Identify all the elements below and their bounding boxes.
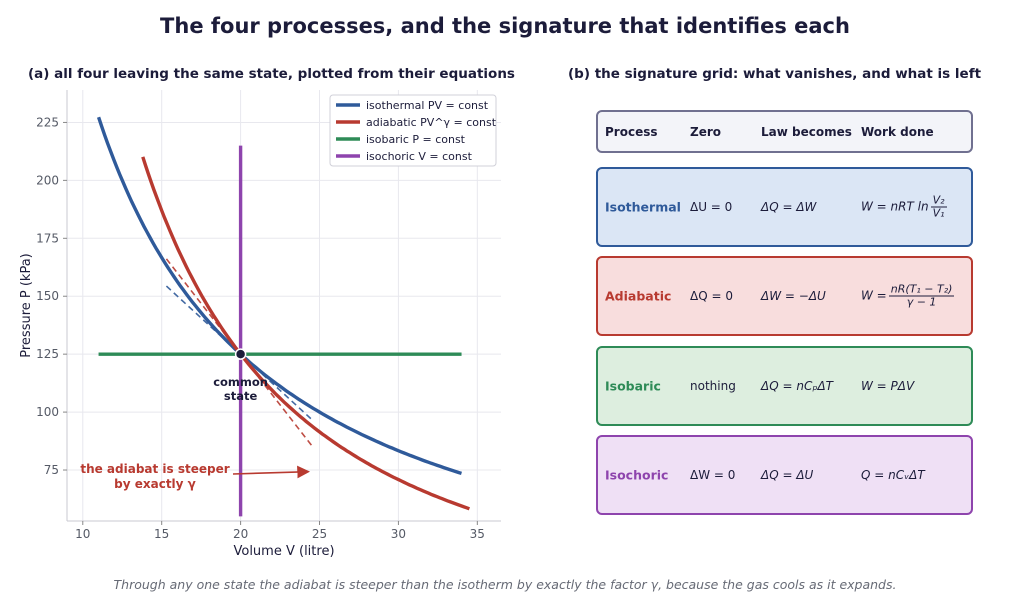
y-tick-label: 125 [36, 347, 59, 361]
row-zero-value: ΔU = 0 [690, 200, 733, 214]
row-law-value: ΔW = −ΔU [761, 289, 826, 303]
y-axis-label: Pressure P (kPa) [19, 253, 34, 358]
panel-b-title: (b) the signature grid: what vanishes, a… [568, 66, 982, 82]
fraction-denominator: V₁ [932, 206, 945, 220]
annotation-arrow [232, 465, 311, 479]
grid-row-isochoric: Isochoric ΔW = 0 ΔQ = ΔU Q = nCᵥΔT [596, 435, 973, 515]
y-tick-label: 225 [36, 115, 59, 129]
legend-label: isobaric P = const [366, 133, 466, 146]
annotation-line-2: by exactly γ [114, 477, 196, 491]
x-tick-label: 10 [75, 527, 90, 541]
header-zero: Zero [690, 124, 722, 139]
row-law-value: ΔQ = nCₚΔT [761, 379, 833, 393]
y-tick-label: 200 [36, 173, 59, 187]
isothermal-curve [96, 116, 462, 476]
work-prefix: W = nRT ln [861, 199, 929, 214]
row-zero-value: ΔQ = 0 [690, 289, 733, 303]
pv-chart: 10 15 20 25 30 35 75 100 125 150 175 200 225 Volume V… [19, 90, 501, 559]
header-process: Process [605, 124, 658, 139]
x-tick-label: 20 [233, 527, 248, 541]
y-tick-label: 150 [36, 289, 59, 303]
work-fraction: nR(T₁ − T₂) γ − 1 [888, 282, 955, 309]
legend-label: isochoric V = const [366, 150, 473, 163]
y-tick-label: 100 [36, 405, 59, 419]
work-prefix: W = [861, 288, 887, 303]
row-work-value: W = nR(T₁ − T₂) γ − 1 [861, 282, 955, 309]
work-fraction: V₂ V₁ [930, 193, 947, 220]
main-title: The four processes, and the signature th… [160, 14, 850, 38]
annotation-line-1: the adiabat is steeper [80, 462, 229, 476]
row-law-value: ΔQ = ΔW [761, 200, 817, 214]
row-process-label: Isothermal [605, 199, 681, 215]
legend-label: adiabatic PV^γ = const [366, 116, 497, 129]
legend: isothermal PV = const adiabatic PV^γ = co… [329, 94, 497, 167]
footer-caption: Through any one state the adiabat is ste… [113, 577, 897, 592]
grid-header-row: Process Zero Law becomes Work done [596, 110, 973, 153]
row-zero-value: ΔW = 0 [690, 468, 736, 482]
row-work-value: W = PΔV [861, 379, 915, 393]
fraction-denominator: γ − 1 [906, 295, 937, 309]
x-tick-label: 30 [391, 527, 406, 541]
row-process-label: Isochoric [605, 467, 669, 483]
plot-area [96, 116, 470, 517]
x-tick-label: 35 [470, 527, 485, 541]
tangent-isothermal [165, 285, 314, 422]
panel-a-title: (a) all four leaving the same state, plo… [28, 66, 515, 82]
fraction-numerator: V₂ [930, 193, 947, 208]
header-work: Work done [861, 124, 934, 139]
y-tick-label: 175 [36, 231, 59, 245]
header-law: Law becomes [761, 124, 852, 139]
grid-row-isothermal: Isothermal ΔU = 0 ΔQ = ΔW W = nRT ln V₂ V₁ [596, 167, 973, 247]
legend-box [329, 94, 497, 167]
row-work-value: Q = nCᵥΔT [861, 468, 925, 482]
row-process-label: Isobaric [605, 378, 661, 394]
row-work-value: W = nRT ln V₂ V₁ [861, 193, 947, 220]
common-state-point [234, 348, 247, 360]
fraction-numerator: nR(T₁ − T₂) [888, 282, 955, 297]
grid-row-isobaric: Isobaric nothing ΔQ = nCₚΔT W = PΔV [596, 346, 973, 426]
legend-label: isothermal PV = const [366, 99, 489, 112]
x-tick-label: 15 [154, 527, 169, 541]
common-state-label: common state [213, 375, 268, 403]
row-law-value: ΔQ = ΔU [761, 468, 814, 482]
row-zero-value: nothing [690, 379, 736, 393]
y-tick-label: 75 [44, 463, 59, 477]
grid-row-adiabatic: Adiabatic ΔQ = 0 ΔW = −ΔU W = nR(T₁ − T₂)… [596, 256, 973, 336]
row-process-label: Adiabatic [605, 288, 672, 304]
adiabatic-curve [141, 156, 470, 511]
x-axis-label: Volume V (litre) [233, 544, 334, 559]
x-tick-label: 25 [312, 527, 327, 541]
